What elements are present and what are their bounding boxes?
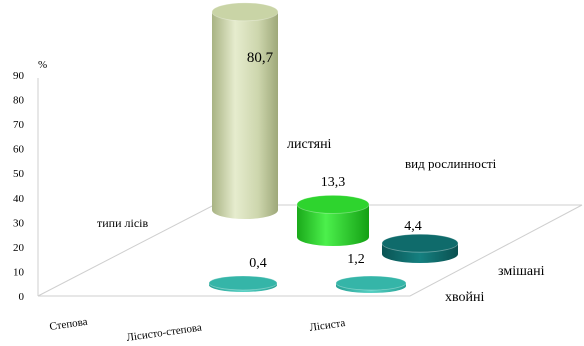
bar-body <box>297 204 369 246</box>
x-category-lisysto-stepova: Лісисто-степова <box>126 322 203 344</box>
bar-body <box>212 11 278 219</box>
bar-labels: 80,7 13,3 4,4 0,4 1,2 <box>247 50 422 271</box>
y-tick-label: 0 <box>19 291 25 303</box>
depth-category-zmishani: змішані <box>498 264 545 279</box>
bar-value-label: 1,2 <box>347 252 365 267</box>
unit-label: % <box>38 59 47 71</box>
bar-value-label: 0,4 <box>249 256 267 271</box>
bar-top <box>296 194 370 214</box>
y-tick-label: 40 <box>13 193 25 205</box>
bar-value-label: 80,7 <box>247 50 274 66</box>
bar-top <box>208 275 278 291</box>
x-category-lisysta: Лісиста <box>309 317 346 334</box>
bar-хвойні-Лісисто-степова <box>208 275 278 292</box>
bar-value-label: 13,3 <box>321 175 346 190</box>
x-category-stepova: Степова <box>49 316 89 333</box>
bar-top <box>335 275 407 291</box>
depth-category-lystiani: листяні <box>287 137 332 152</box>
y-tick-label: 10 <box>13 266 25 278</box>
y-tick-label: 50 <box>13 168 25 180</box>
y-tick-label: 30 <box>13 217 25 229</box>
y-tick-label: 70 <box>13 119 25 131</box>
y-tick-label: 20 <box>13 242 25 254</box>
y-tick-label: 60 <box>13 144 25 156</box>
bar-top <box>381 233 459 253</box>
depth-axis-title: вид рослинності <box>405 156 497 171</box>
bar-змішані-Лісиста <box>381 233 459 263</box>
y-axis-ticks: 0 10 20 30 40 50 60 70 80 90 <box>13 70 25 303</box>
bar-листяні-Лісисто-степова <box>296 194 370 246</box>
y-tick-label: 80 <box>13 95 25 107</box>
bar-хвойні-Лісиста <box>335 275 407 293</box>
bar-листяні-Лісиста <box>211 2 279 219</box>
depth-category-khvoini: хвойні <box>445 290 484 305</box>
y-tick-label: 90 <box>13 70 25 82</box>
axes <box>37 78 583 297</box>
bars <box>208 2 459 293</box>
bar-top <box>211 2 279 22</box>
bar-value-label: 4,4 <box>404 219 422 234</box>
x-axis-title: типи лісів <box>97 216 148 230</box>
floor-outline <box>37 204 583 297</box>
